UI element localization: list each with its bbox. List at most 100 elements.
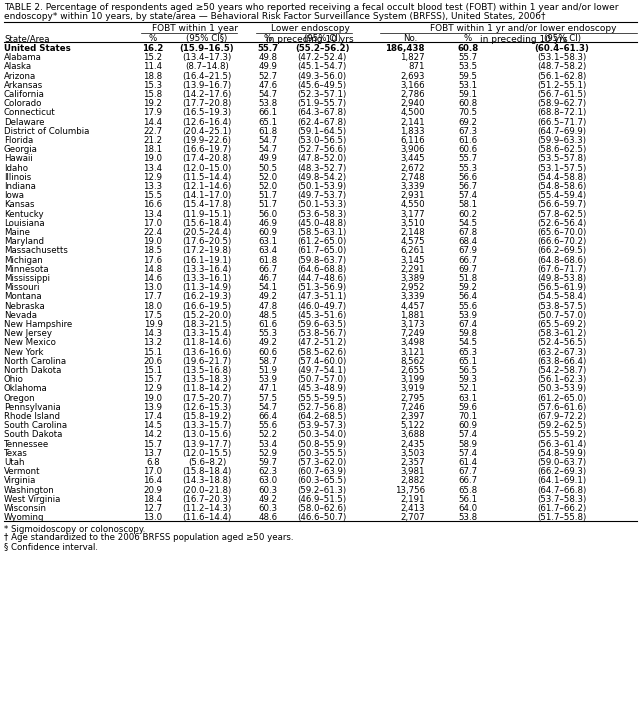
Text: (11.5–14.4): (11.5–14.4) (183, 173, 231, 182)
Text: (17.2–19.8): (17.2–19.8) (183, 246, 231, 256)
Text: 20.9: 20.9 (144, 486, 163, 495)
Text: (12.6–16.4): (12.6–16.4) (183, 118, 231, 127)
Text: Louisiana: Louisiana (4, 219, 45, 228)
Text: 4,550: 4,550 (401, 200, 425, 210)
Text: Alaska: Alaska (4, 62, 32, 72)
Text: (64.7–69.9): (64.7–69.9) (538, 127, 587, 136)
Text: (11.6–14.4): (11.6–14.4) (183, 513, 231, 523)
Text: 15.5: 15.5 (144, 191, 163, 200)
Text: Connecticut: Connecticut (4, 108, 56, 118)
Text: State/Area: State/Area (4, 34, 49, 43)
Text: (51.2–55.1): (51.2–55.1) (537, 81, 587, 90)
Text: 56.5: 56.5 (458, 366, 478, 375)
Text: 17.0: 17.0 (144, 467, 163, 476)
Text: (54.2–58.7): (54.2–58.7) (537, 366, 587, 375)
Text: 19.9: 19.9 (144, 320, 162, 329)
Text: (53.9–57.3): (53.9–57.3) (297, 421, 347, 430)
Text: 3,121: 3,121 (401, 348, 425, 357)
Text: 46.9: 46.9 (258, 219, 278, 228)
Text: 16.4: 16.4 (144, 476, 163, 486)
Text: (20.4–25.1): (20.4–25.1) (183, 127, 231, 136)
Text: 56.7: 56.7 (458, 182, 478, 191)
Text: (61.2–65.0): (61.2–65.0) (297, 237, 347, 246)
Text: (14.3–18.8): (14.3–18.8) (183, 476, 231, 486)
Text: (15.4–17.8): (15.4–17.8) (183, 200, 231, 210)
Text: (50.3–53.9): (50.3–53.9) (537, 384, 587, 394)
Text: 59.1: 59.1 (458, 90, 478, 99)
Text: 15.7: 15.7 (144, 440, 163, 449)
Text: (50.1–53.3): (50.1–53.3) (297, 200, 347, 210)
Text: 2,397: 2,397 (401, 412, 425, 421)
Text: (56.1–62.3): (56.1–62.3) (537, 375, 587, 384)
Text: (45.3–48.9): (45.3–48.9) (297, 384, 347, 394)
Text: (53.7–58.3): (53.7–58.3) (537, 495, 587, 504)
Text: 2,693: 2,693 (401, 72, 425, 81)
Text: (58.6–62.5): (58.6–62.5) (537, 145, 587, 154)
Text: (61.7–66.2): (61.7–66.2) (537, 504, 587, 513)
Text: (60.7–63.9): (60.7–63.9) (297, 467, 347, 476)
Text: 13,756: 13,756 (395, 486, 425, 495)
Text: 8,562: 8,562 (401, 357, 425, 366)
Text: 3,445: 3,445 (401, 154, 425, 164)
Text: 2,191: 2,191 (401, 495, 425, 504)
Text: 63.1: 63.1 (458, 394, 478, 403)
Text: (64.3–67.8): (64.3–67.8) (297, 108, 347, 118)
Text: 3,339: 3,339 (401, 182, 425, 191)
Text: 18.4: 18.4 (144, 495, 163, 504)
Text: 54.7: 54.7 (258, 145, 278, 154)
Text: 56.4: 56.4 (458, 292, 478, 302)
Text: (57.3–62.0): (57.3–62.0) (297, 458, 347, 467)
Text: 2,786: 2,786 (401, 90, 425, 99)
Text: 17.0: 17.0 (144, 219, 163, 228)
Text: 3,919: 3,919 (401, 384, 425, 394)
Text: Vermont: Vermont (4, 467, 40, 476)
Text: 13.2: 13.2 (144, 338, 163, 348)
Text: 49.8: 49.8 (258, 53, 278, 62)
Text: (55.2–56.2): (55.2–56.2) (295, 44, 349, 53)
Text: 12.9: 12.9 (144, 173, 163, 182)
Text: 3,145: 3,145 (401, 256, 425, 265)
Text: 3,906: 3,906 (401, 145, 425, 154)
Text: 3,503: 3,503 (401, 449, 425, 458)
Text: 63.0: 63.0 (258, 476, 278, 486)
Text: Texas: Texas (4, 449, 28, 458)
Text: 2,931: 2,931 (401, 191, 425, 200)
Text: (52.7–56.6): (52.7–56.6) (297, 145, 347, 154)
Text: 66.7: 66.7 (258, 265, 278, 274)
Text: 49.2: 49.2 (258, 292, 278, 302)
Text: 55.6: 55.6 (258, 421, 278, 430)
Text: (15.2–20.0): (15.2–20.0) (183, 311, 231, 320)
Text: 63.4: 63.4 (258, 246, 278, 256)
Text: 6.8: 6.8 (146, 458, 160, 467)
Text: 55.7: 55.7 (458, 154, 478, 164)
Text: 3,177: 3,177 (401, 210, 425, 219)
Text: 60.8: 60.8 (458, 99, 478, 108)
Text: 67.4: 67.4 (458, 320, 478, 329)
Text: Montana: Montana (4, 292, 42, 302)
Text: (17.6–20.5): (17.6–20.5) (183, 237, 231, 246)
Text: (58.3–61.2): (58.3–61.2) (537, 329, 587, 338)
Text: Georgia: Georgia (4, 145, 38, 154)
Text: 13.7: 13.7 (144, 449, 163, 458)
Text: 57.4: 57.4 (458, 449, 478, 458)
Text: 66.7: 66.7 (458, 476, 478, 486)
Text: (59.2–61.3): (59.2–61.3) (297, 486, 347, 495)
Text: 3,510: 3,510 (401, 219, 425, 228)
Text: 69.7: 69.7 (458, 265, 478, 274)
Text: (13.3–16.4): (13.3–16.4) (183, 265, 231, 274)
Text: 16.2: 16.2 (142, 44, 163, 53)
Text: Colorado: Colorado (4, 99, 42, 108)
Text: 67.3: 67.3 (458, 127, 478, 136)
Text: Kansas: Kansas (4, 200, 35, 210)
Text: (57.4–60.0): (57.4–60.0) (297, 357, 347, 366)
Text: (47.2–51.2): (47.2–51.2) (297, 338, 347, 348)
Text: Michigan: Michigan (4, 256, 43, 265)
Text: (50.7–57.0): (50.7–57.0) (537, 311, 587, 320)
Text: (17.7–20.8): (17.7–20.8) (183, 99, 231, 108)
Text: (52.3–57.1): (52.3–57.1) (297, 90, 347, 99)
Text: 2,882: 2,882 (401, 476, 425, 486)
Text: Maryland: Maryland (4, 237, 44, 246)
Text: Kentucky: Kentucky (4, 210, 44, 219)
Text: 3,981: 3,981 (401, 467, 425, 476)
Text: 18.0: 18.0 (144, 302, 163, 311)
